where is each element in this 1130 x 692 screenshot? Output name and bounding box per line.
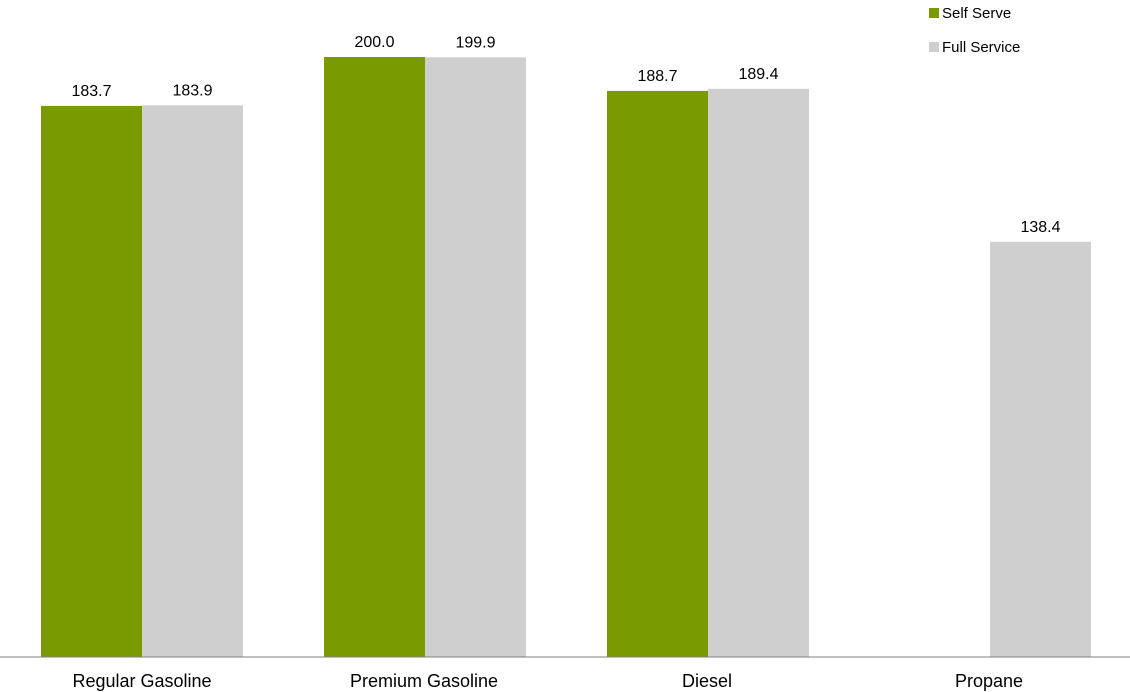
bars-layer	[41, 57, 1091, 658]
bar-self-serve-diesel	[607, 90, 708, 657]
legend-label-self-serve: Self Serve	[942, 4, 1012, 22]
legend: Self Serve Full Service	[929, 4, 1020, 72]
bar-full-service-regular-gasoline	[142, 105, 243, 658]
value-label-full-service-regular-gasoline: 183.9	[172, 82, 212, 99]
bar-full-service-premium-gasoline	[425, 57, 526, 658]
category-labels-layer: Regular Gasoline Premium Gasoline Diesel Pr…	[72, 671, 1023, 691]
value-label-self-serve-regular-gasoline: 183.7	[71, 83, 111, 100]
bar-full-service-diesel	[708, 88, 809, 658]
legend-item-self-serve: Self Serve	[929, 4, 1020, 22]
category-label-regular-gasoline: Regular Gasoline	[72, 671, 211, 691]
bar-self-serve-premium-gasoline	[324, 57, 425, 657]
category-label-premium-gasoline: Premium Gasoline	[350, 671, 498, 691]
value-labels-layer: 183.7 200.0 188.7 183.9 199.9 189.4 138.4	[71, 34, 1060, 236]
legend-item-full-service: Full Service	[929, 38, 1020, 56]
bar-full-service-propane	[990, 241, 1091, 658]
value-label-self-serve-diesel: 188.7	[637, 68, 677, 85]
legend-swatch-self-serve	[929, 8, 939, 18]
value-label-full-service-propane: 138.4	[1020, 219, 1060, 236]
legend-label-full-service: Full Service	[942, 38, 1021, 56]
value-label-self-serve-premium-gasoline: 200.0	[354, 34, 394, 51]
category-label-propane: Propane	[955, 671, 1023, 691]
bar-self-serve-regular-gasoline	[41, 105, 142, 657]
category-label-diesel: Diesel	[682, 671, 732, 691]
value-label-full-service-premium-gasoline: 199.9	[455, 34, 495, 51]
value-label-full-service-diesel: 189.4	[738, 66, 778, 83]
legend-swatch-full-service	[929, 42, 939, 52]
